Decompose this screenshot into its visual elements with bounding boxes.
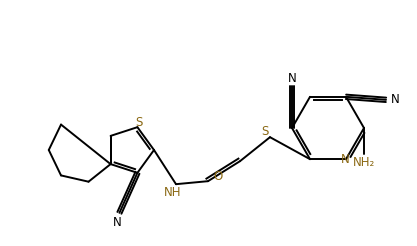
Text: S: S [136, 116, 143, 129]
Text: N: N [113, 216, 122, 229]
Text: NH₂: NH₂ [353, 156, 375, 169]
Text: N: N [391, 93, 399, 106]
Text: N: N [341, 153, 349, 166]
Text: O: O [214, 170, 223, 183]
Text: NH: NH [164, 186, 182, 199]
Text: S: S [261, 125, 269, 138]
Text: N: N [288, 73, 296, 86]
